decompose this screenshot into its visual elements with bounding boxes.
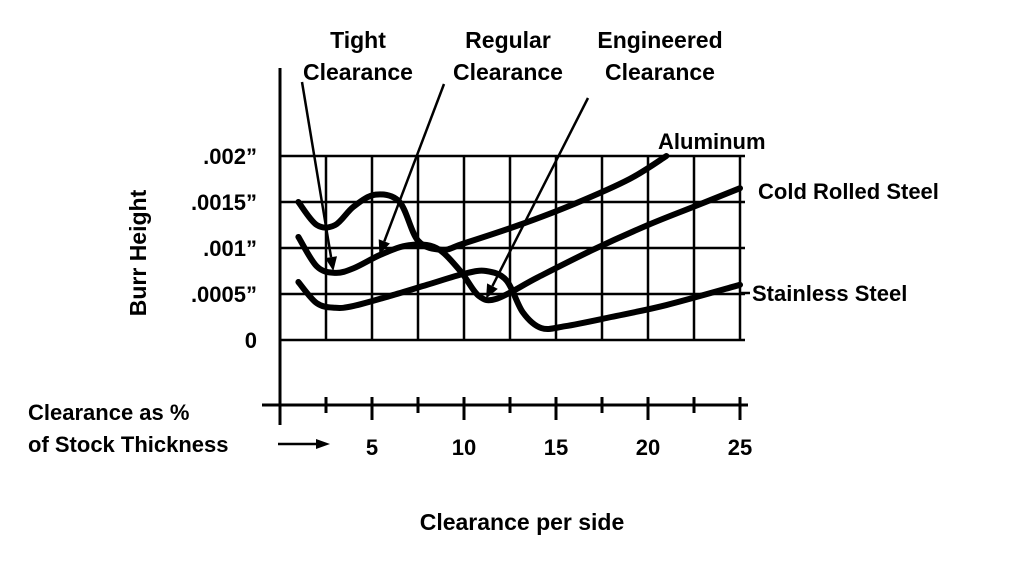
tight-clearance-label-line2: Clearance [303,59,413,85]
regular-clearance-arrow [383,83,446,242]
x-caption-line1: Clearance as % [28,400,189,425]
regular-clearance-arrowhead [378,239,390,255]
y-tick-label: .0005” [191,282,257,307]
tight-clearance-label-line1: Tight [330,27,386,53]
regular-clearance-label-line1: Regular [465,27,551,53]
x-tick-label: 15 [544,435,568,460]
aluminum-label: Aluminum [658,129,766,154]
curves [295,153,743,332]
labels: Burr Height Clearance per side Clearance… [28,27,939,535]
tight-clearance-arrowhead [325,256,337,271]
y-tick-label: .001” [203,236,257,261]
axes [262,68,748,425]
cold-rolled-steel-label: Cold Rolled Steel [758,179,939,204]
regular-clearance-label-line2: Clearance [453,59,563,85]
engineered-clearance-label-line1: Engineered [597,27,722,53]
stainless-steel-label: Stainless Steel [752,281,907,306]
engineered-clearance-arrow [491,97,590,287]
y-tick-label: .0015” [191,190,257,215]
annotations [300,81,750,299]
x-tick-label: 5 [366,435,378,460]
x-tick-label: 10 [452,435,476,460]
tight-clearance-arrow [300,81,333,258]
x-tick-label: 20 [636,435,660,460]
engineered-clearance-label-line2: Clearance [605,59,715,85]
stainless-steel-curve [295,267,743,332]
x-caption-line2: of Stock Thickness [28,432,229,457]
x-axis-label: Clearance per side [420,509,625,535]
y-tick-label: 0 [245,328,257,353]
x-caption-arrow: → [278,439,330,449]
aluminum-curve [295,153,670,253]
x-tick-label: 25 [728,435,752,460]
engineered-clearance-arrowhead [486,283,498,299]
cold-rolled-steel-curve [295,185,743,304]
y-tick-label: .002” [203,144,257,169]
y-axis-label: Burr Height [125,189,151,316]
